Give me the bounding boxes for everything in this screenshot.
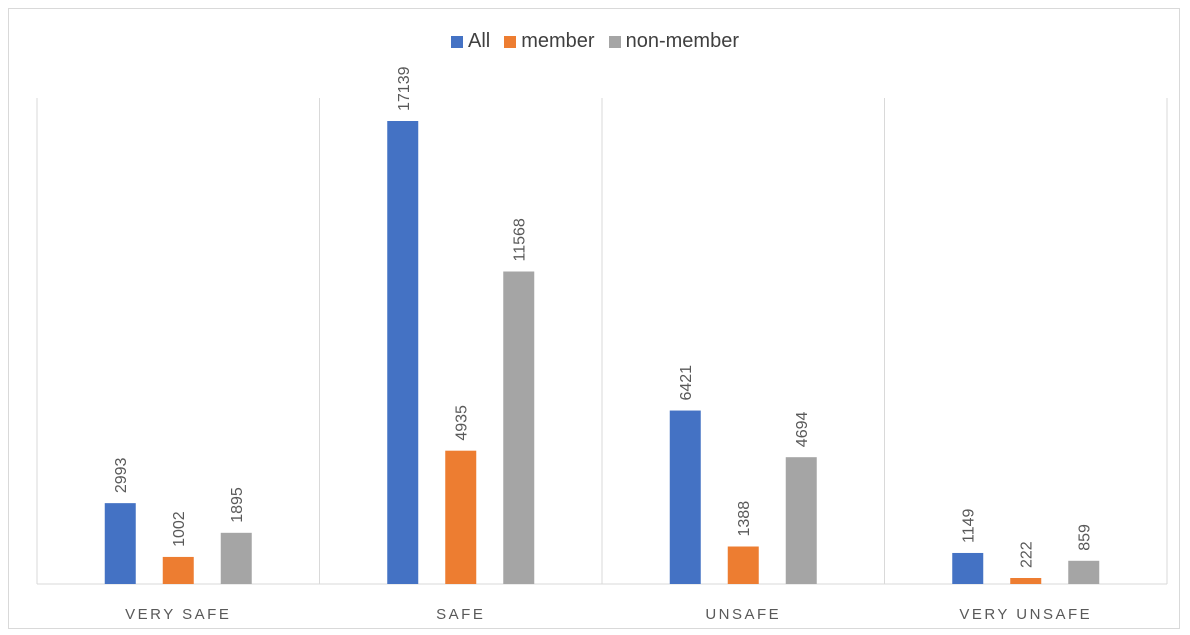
legend-label-member: member [521, 30, 595, 52]
data-label-member-safe: 4935 [454, 405, 471, 441]
x-tick-label-unsafe: UNSAFE [705, 606, 781, 623]
legend-label-non-member: non-member [625, 30, 739, 52]
bar-member-safe [445, 450, 477, 584]
data-label-non-member-safe: 11568 [512, 218, 529, 261]
bar-all-unsafe [669, 410, 701, 584]
legend-item-member: member [504, 30, 595, 53]
data-label-non-member-very-unsafe: 859 [1077, 524, 1094, 551]
x-tick-label-safe: SAFE [436, 606, 485, 623]
bar-non-member-very-unsafe [1068, 560, 1100, 584]
data-label-member-very-safe: 1002 [171, 511, 188, 547]
legend-swatch-non-member [608, 35, 621, 48]
data-label-all-unsafe: 6421 [678, 365, 695, 401]
data-label-member-unsafe: 1388 [736, 501, 753, 537]
bar-all-safe [387, 121, 419, 584]
bar-non-member-unsafe [785, 457, 817, 584]
data-label-all-safe: 17139 [396, 66, 413, 111]
legend-swatch-member [504, 35, 517, 48]
data-label-non-member-unsafe: 4694 [794, 411, 811, 447]
legend-swatch-all [451, 35, 463, 48]
legend: All member non-member [0, 30, 1190, 53]
x-tick-label-very-safe: VERY SAFE [125, 606, 231, 623]
data-label-all-very-unsafe: 1149 [961, 508, 978, 543]
x-tick-label-very-unsafe: VERY UNSAFE [959, 606, 1092, 623]
chart-frame [8, 8, 1180, 629]
legend-item-non-member: non-member [608, 30, 739, 53]
bar-non-member-very-safe [220, 532, 252, 584]
bar-all-very-safe [104, 503, 136, 584]
bar-all-very-unsafe [952, 552, 984, 584]
bar-member-unsafe [727, 546, 759, 584]
data-label-all-very-safe: 2993 [113, 457, 130, 493]
data-label-member-very-unsafe: 222 [1019, 541, 1036, 568]
data-label-non-member-very-safe: 1895 [229, 487, 246, 523]
legend-label-all: All [468, 30, 491, 52]
bar-member-very-unsafe [1010, 578, 1042, 584]
bar-member-very-safe [162, 556, 194, 584]
legend-item-all: All [451, 30, 490, 53]
bar-non-member-safe [503, 271, 535, 584]
